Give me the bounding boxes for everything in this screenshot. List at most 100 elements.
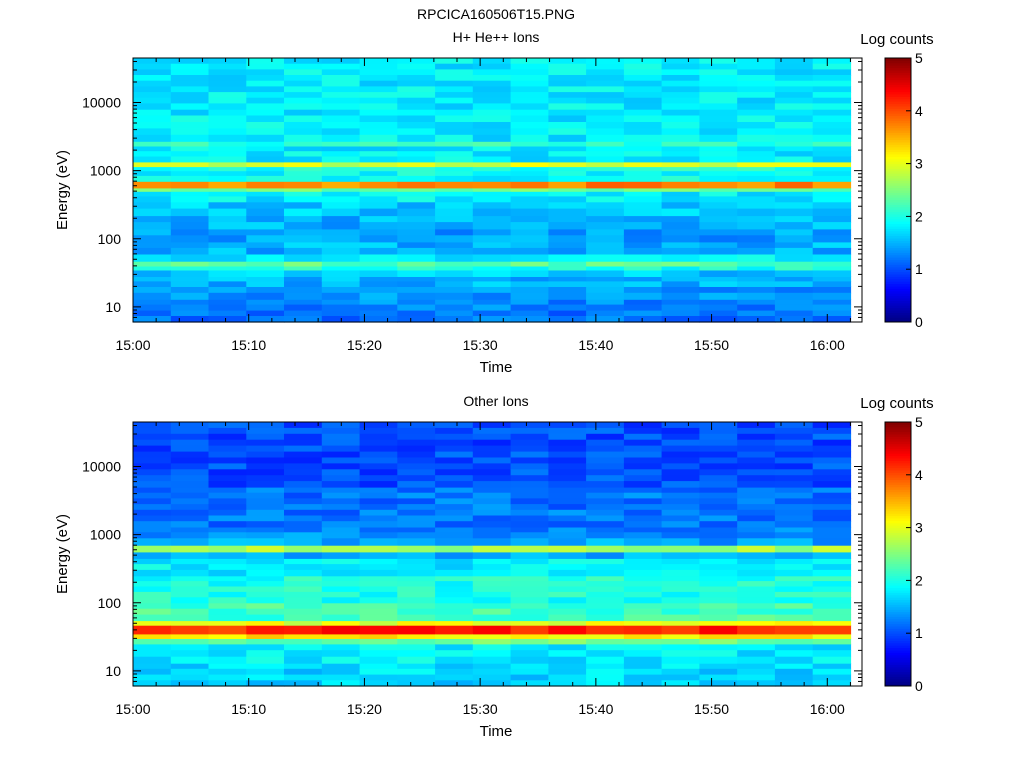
colorbar-frame <box>884 57 912 323</box>
heatmap-cell <box>623 422 663 429</box>
heatmap-cell <box>208 625 247 635</box>
heatmap-cell <box>737 620 776 626</box>
heatmap-cell <box>548 475 587 482</box>
heatmap-cell <box>586 103 625 110</box>
heatmap-cell <box>586 575 625 582</box>
heatmap-cell <box>170 597 210 604</box>
heatmap-cell <box>737 439 776 447</box>
heatmap-cell <box>359 69 398 76</box>
heatmap-cell <box>397 247 436 255</box>
colorbar-swatch <box>885 187 911 191</box>
heatmap-cell <box>812 261 852 267</box>
heatmap-cell <box>699 170 738 177</box>
heatmap-cell <box>359 175 398 182</box>
heatmap-cell <box>321 608 361 616</box>
colorbar-swatch <box>885 678 911 682</box>
heatmap-cell <box>623 166 663 172</box>
heatmap-cell <box>774 498 814 505</box>
heatmap-cell <box>548 564 587 571</box>
heatmap-cell <box>246 215 285 223</box>
heatmap-cell <box>472 656 512 664</box>
heatmap-cell <box>623 526 663 533</box>
colorbar-swatch <box>885 281 911 285</box>
heatmap-cell <box>208 146 247 152</box>
heatmap-cell <box>699 276 738 282</box>
heatmap-cell <box>548 134 587 142</box>
heatmap-cell <box>510 475 549 482</box>
heatmap-cell <box>510 316 549 323</box>
heatmap-cell <box>208 433 247 441</box>
colorbar-swatch <box>885 614 911 617</box>
heatmap-cell <box>397 427 436 435</box>
heatmap-cell <box>170 532 210 539</box>
heatmap-cell <box>812 614 852 622</box>
heatmap-cell <box>246 487 285 494</box>
heatmap-cell <box>435 281 474 287</box>
colorbar-swatch <box>885 525 911 529</box>
heatmap-cell <box>699 299 738 306</box>
heatmap-cell <box>284 591 323 598</box>
heatmap-cell <box>623 515 663 522</box>
heatmap-cell <box>359 526 398 533</box>
heatmap-cell <box>359 151 398 158</box>
heatmap-cell <box>623 187 663 192</box>
heatmap-cell <box>170 261 210 267</box>
heatmap-cell <box>510 498 549 505</box>
heatmap-cell <box>284 668 323 676</box>
heatmap-cell <box>170 201 210 210</box>
heatmap-cell <box>208 265 247 271</box>
heatmap-cell <box>435 498 474 505</box>
heatmap-cell <box>623 281 663 287</box>
heatmap-cell <box>284 656 323 664</box>
heatmap-cell <box>623 241 663 249</box>
heatmap-cell <box>321 633 361 639</box>
heatmap-cell <box>284 650 323 658</box>
heatmap-cell <box>170 222 210 230</box>
heatmap-cell <box>548 63 587 70</box>
heatmap-cell <box>246 228 285 236</box>
heatmap-cell <box>472 674 512 681</box>
heatmap-cell <box>208 650 247 658</box>
colorbar-swatch <box>885 106 911 109</box>
heatmap-cell <box>208 463 247 470</box>
heatmap-cell <box>133 650 172 658</box>
heatmap-cell <box>359 515 398 522</box>
heatmap-cell <box>246 109 285 117</box>
heatmap-cell <box>737 526 776 533</box>
colorbar-swatch <box>885 537 911 541</box>
heatmap-cell <box>472 591 512 598</box>
heatmap-cell <box>321 597 361 604</box>
heatmap-cell <box>623 115 663 123</box>
colorbar-swatch <box>885 666 911 670</box>
heatmap-cell <box>472 638 512 645</box>
heatmap-cell <box>246 663 285 670</box>
heatmap-cell <box>812 292 852 300</box>
heatmap-cell <box>170 526 210 533</box>
heatmap-cell <box>359 625 398 635</box>
heatmap-cell <box>246 103 285 110</box>
heatmap-cell <box>359 680 398 687</box>
heatmap-cell <box>435 97 474 104</box>
heatmap-cell <box>623 128 663 136</box>
heatmap-cell <box>435 633 474 639</box>
heatmap-cell <box>284 235 323 243</box>
heatmap-cell <box>548 680 587 687</box>
colorbar-swatch <box>885 62 911 66</box>
y-tick-label: 100 <box>98 595 122 611</box>
colorbar-swatch <box>885 604 911 608</box>
heatmap-cell <box>661 663 700 670</box>
heatmap-cell <box>435 597 474 604</box>
heatmap-cells <box>133 422 852 687</box>
heatmap-cell <box>435 650 474 658</box>
heatmap-cell <box>284 526 323 533</box>
heatmap-cell <box>699 292 738 300</box>
heatmap-cell <box>472 451 512 459</box>
heatmap-cell <box>737 668 776 676</box>
heatmap-cell <box>548 608 587 616</box>
heatmap-cell <box>737 109 776 117</box>
heatmap-cell <box>359 146 398 152</box>
heatmap-cell <box>737 292 776 300</box>
heatmap-cell <box>397 156 436 163</box>
colorbar-swatch <box>885 458 911 461</box>
heatmap-cell <box>699 208 738 217</box>
